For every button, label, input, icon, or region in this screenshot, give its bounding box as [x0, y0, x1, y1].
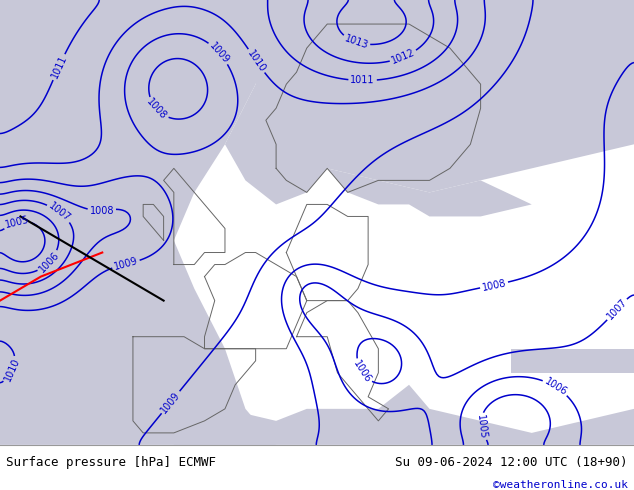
Text: 1006: 1006: [37, 250, 61, 274]
Text: 1005: 1005: [4, 214, 30, 230]
Text: 1011: 1011: [350, 75, 375, 86]
Text: 1010: 1010: [3, 357, 22, 383]
Text: Surface pressure [hPa] ECMWF: Surface pressure [hPa] ECMWF: [6, 456, 216, 468]
Text: 1009: 1009: [113, 256, 139, 272]
Text: 1009: 1009: [159, 390, 182, 415]
Text: 1011: 1011: [49, 54, 68, 80]
Text: 1012: 1012: [390, 48, 417, 66]
Text: 1007: 1007: [46, 201, 72, 224]
Text: 1009: 1009: [207, 40, 231, 65]
Polygon shape: [0, 0, 276, 445]
Polygon shape: [327, 169, 532, 217]
Text: 1007: 1007: [605, 297, 629, 322]
Text: 1013: 1013: [343, 33, 370, 51]
Text: 1010: 1010: [245, 48, 268, 74]
Text: 1005: 1005: [475, 414, 488, 440]
Text: 1008: 1008: [481, 278, 507, 293]
Text: ©weatheronline.co.uk: ©weatheronline.co.uk: [493, 480, 628, 490]
Text: 1008: 1008: [145, 97, 169, 122]
Text: 1006: 1006: [543, 376, 569, 397]
Polygon shape: [225, 0, 634, 204]
Polygon shape: [174, 385, 634, 445]
Text: Su 09-06-2024 12:00 UTC (18+90): Su 09-06-2024 12:00 UTC (18+90): [395, 456, 628, 468]
Text: 1008: 1008: [89, 205, 114, 216]
Polygon shape: [511, 349, 634, 373]
Text: 1006: 1006: [351, 359, 373, 385]
